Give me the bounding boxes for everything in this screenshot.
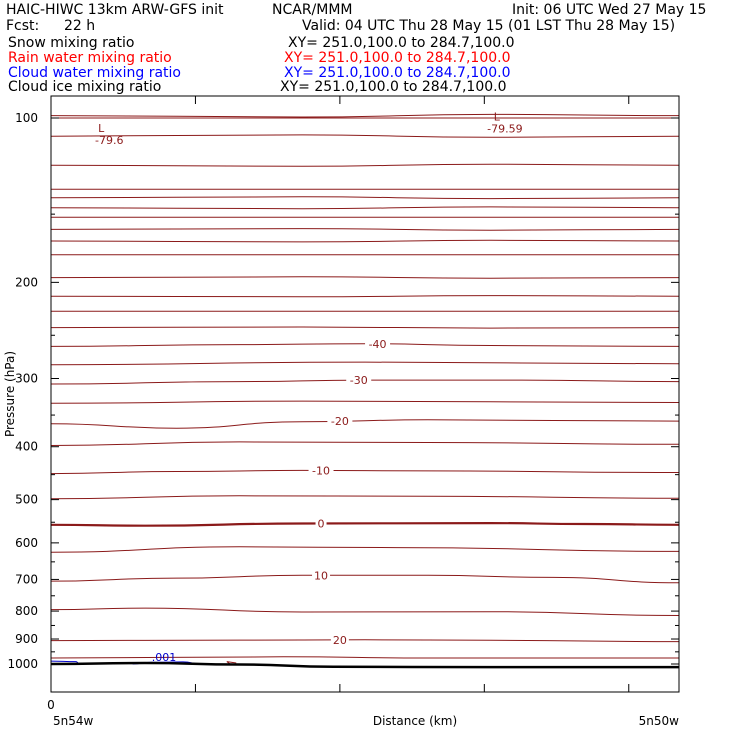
y-tick-label: 1000 [7,657,38,671]
isotherm-label-bg [312,569,331,582]
isotherm-line [51,639,679,643]
y-tick-label: 200 [15,275,38,289]
y-tick-label: 300 [15,372,38,386]
isotherm-upper-line [51,326,679,329]
isotherm-line [51,343,679,347]
isotherm-line [51,495,679,500]
header-org: NCAR/MMM [272,2,353,18]
isotherm-line [51,607,679,616]
field-name-cloud-ice: Cloud ice mixing ratio [8,79,162,95]
y-tick-label: 400 [15,440,38,454]
isotherm-label-bg [365,337,391,350]
isotherm-upper-line [51,206,679,210]
isotherm-label: -40 [369,338,387,351]
isotherm-label: 20 [333,634,347,647]
y-tick-label: 100 [15,111,38,125]
header-model: HAIC-HIWC 13km ARW-GFS init [6,2,224,18]
isotherm-upper-line [51,163,679,167]
isotherm-upper-line [51,134,679,138]
y-tick-label: 900 [15,632,38,646]
x-endpoint-label-right: 5n50w [639,714,680,728]
field-xy-snow: XY= 251.0,100.0 to 284.7,100.0 [288,35,515,51]
isotherm-label-bg [315,517,327,530]
isotherm-line [51,574,679,584]
isotherm-upper-line [51,113,679,118]
y-tick-label: 700 [15,572,38,586]
isotherm-upper-line [51,239,679,243]
terrain-line [50,661,679,669]
isotherm-upper-line [51,295,679,298]
isotherm-label: 10 [314,569,328,582]
low-marker-value: -79.59 [487,123,522,136]
low-marker-symbol: L [494,111,501,124]
header-fcst-value: 22 h [64,18,96,34]
isotherm-line [51,419,679,429]
y-tick-label: 500 [15,493,38,507]
terrain-contour-mark [226,661,237,665]
isotherm-upper-line [51,276,679,279]
field-name-snow: Snow mixing ratio [8,35,135,51]
isotherm-label-bg [327,415,353,428]
isotherm-line [51,441,679,446]
isotherm-line [51,469,679,475]
field-xy-cloud-ice: XY= 251.0,100.0 to 284.7,100.0 [280,79,507,95]
y-tick-label: 800 [15,604,38,618]
x-axis-label: Distance (km) [373,714,457,728]
x-tick-label-start: 0 [47,698,55,712]
isotherm-line [51,656,679,659]
header-init: Init: 06 UTC Wed 27 May 15 [512,2,707,18]
header-valid: Valid: 04 UTC Thu 28 May 15 (01 LST Thu … [302,18,676,34]
field-name-rain: Rain water mixing ratio [8,50,172,66]
isotherm-label: 0 [318,517,325,530]
isotherm-upper-line [51,228,679,231]
plot-frame [50,95,680,693]
low-marker-symbol: L [98,122,105,135]
field-name-cloud-water: Cloud water mixing ratio [8,65,181,81]
isotherm-label: -20 [331,415,349,428]
isotherm-label-bg [346,374,372,387]
isotherm-label-bg [308,464,334,477]
isotherm-upper-line [51,196,679,200]
y-axis-label: Pressure (hPa) [3,351,17,437]
isotherm-line [51,400,679,404]
isotherm-line [51,546,679,553]
x-endpoint-label-left: 5n54w [53,714,94,728]
cloud-water-label: .001 [152,651,177,664]
isotherm-label: -30 [350,374,368,387]
header-fcst-label: Fcst: [6,18,40,34]
y-tick-label: 600 [15,536,38,550]
isotherm-line [51,521,679,527]
field-xy-cloud-water: XY= 251.0,100.0 to 284.7,100.0 [284,65,511,81]
field-xy-rain: XY= 251.0,100.0 to 284.7,100.0 [284,50,511,66]
low-marker-value: -79.6 [95,134,123,147]
isotherm-label: -10 [312,464,330,477]
isotherm-line [51,361,679,366]
isotherm-label-bg [330,633,349,646]
